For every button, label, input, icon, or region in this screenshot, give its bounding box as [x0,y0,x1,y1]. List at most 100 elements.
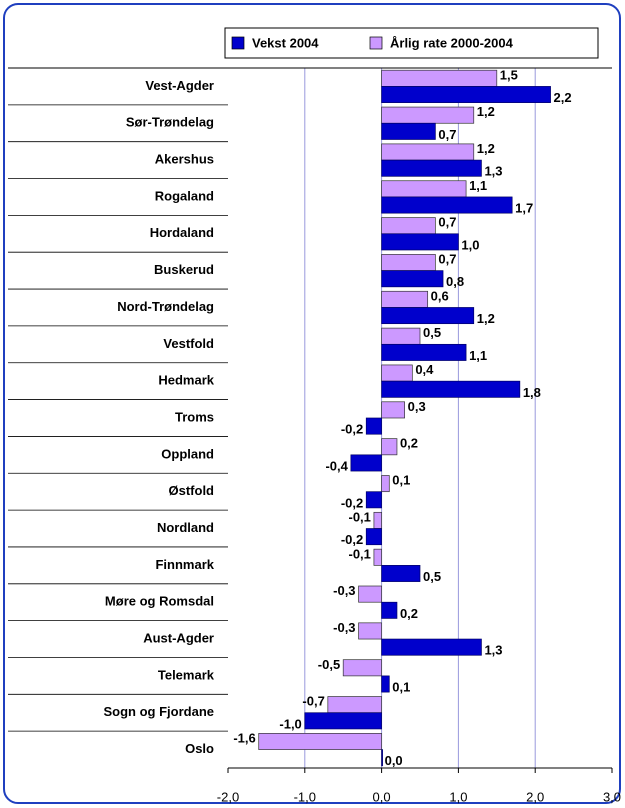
bar [258,733,382,750]
y-tick-label: Troms [175,409,214,424]
bar [342,659,382,677]
bar [381,143,475,161]
chart-frame [3,3,621,804]
legend-label: Vekst 2004 [252,35,319,50]
bar [381,69,498,87]
y-tick-label: Nordland [157,520,214,535]
data-label: -0,3 [333,620,355,635]
bar [381,401,405,419]
data-label: -0,4 [325,458,348,473]
data-label: 1,2 [477,104,495,119]
x-tick-label: 1,0 [449,789,467,804]
y-tick-label: Telemark [158,667,215,682]
legend-swatch [369,36,383,50]
bar [381,638,482,656]
x-tick-label: 2,0 [526,789,544,804]
bar [381,307,475,325]
data-label: 1,3 [484,164,502,179]
bar [365,417,382,435]
data-label: -0,2 [341,532,363,547]
y-tick-label: Sogn og Fjordane [104,704,215,719]
bar [381,749,383,767]
data-label: 1,2 [477,311,495,326]
y-tick-label: Vestfold [163,336,214,351]
data-label: 0,4 [415,362,434,377]
data-label: 0,2 [400,436,418,451]
bar [381,217,436,235]
data-label: 1,7 [515,201,533,216]
data-label: 1,8 [523,385,541,400]
bar [358,622,382,640]
y-tick-label: Sør-Trøndelag [126,115,214,130]
y-tick-label: Vest-Agder [145,78,214,93]
bar [381,254,436,271]
x-tick-label: 3,0 [603,789,621,804]
data-label: 1,1 [469,348,487,363]
y-tick-label: Buskerud [154,262,214,277]
bar [365,528,382,546]
bar [381,327,421,345]
bar [381,270,444,288]
y-tick-label: Nord-Trøndelag [117,299,214,314]
bar [381,364,413,382]
y-tick-label: Oslo [185,741,214,756]
data-label: 0,2 [400,606,418,621]
x-tick-label: -1,0 [294,789,316,804]
bar [373,511,382,529]
legend-swatch [231,36,245,50]
y-tick-label: Møre og Romsdal [105,594,214,609]
bar [381,180,467,198]
bar [381,565,421,582]
data-label: 0,5 [423,569,441,584]
bar [381,343,467,361]
data-label: -0,2 [341,422,363,437]
x-tick-label: 0,0 [373,789,391,804]
data-label: -0,1 [349,546,371,561]
bar [381,438,398,456]
data-label: 0,3 [408,399,426,414]
data-label: 1,2 [477,141,495,156]
data-label: 1,5 [500,67,518,82]
x-tick-label: -2,0 [217,789,239,804]
bar [381,380,521,398]
bar [381,233,459,251]
bar [381,675,390,693]
y-tick-label: Oppland [161,446,214,461]
bar [381,106,475,124]
data-label: 1,1 [469,178,487,193]
legend-box [224,27,599,59]
bar [381,475,390,493]
data-label: 2,2 [554,90,572,105]
data-label: 1,0 [461,237,479,252]
bar [304,712,382,730]
y-tick-label: Akershus [155,152,214,167]
data-label: 0,8 [446,274,464,289]
data-label: -0,5 [318,657,340,672]
bar [373,548,382,566]
data-label: 0,7 [438,215,456,230]
data-label: -1,6 [233,730,255,745]
bar [327,696,382,714]
y-tick-label: Rogaland [155,188,214,203]
data-label: 0,6 [431,288,449,303]
data-label: 0,5 [423,325,441,340]
bar [381,122,436,140]
bar [365,491,382,509]
y-tick-label: Østfold [169,483,215,498]
data-label: -1,0 [279,716,301,731]
bar [381,86,551,103]
data-label: 0,0 [385,753,403,768]
data-label: -0,3 [333,583,355,598]
data-label: 1,3 [484,643,502,658]
bar [381,159,482,177]
y-tick-label: Hordaland [150,225,214,240]
y-tick-label: Hedmark [158,373,214,388]
data-label: -0,7 [302,694,324,709]
bar [358,585,382,603]
y-tick-label: Finnmark [155,557,214,572]
y-tick-label: Aust-Agder [143,630,214,645]
bar [381,601,398,619]
data-label: 0,7 [438,127,456,142]
bar [381,290,429,308]
